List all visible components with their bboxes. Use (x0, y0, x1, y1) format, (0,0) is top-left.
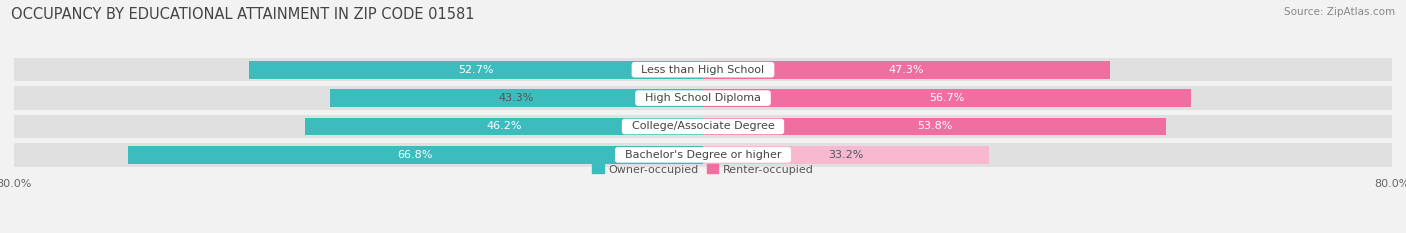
Text: 43.3%: 43.3% (499, 93, 534, 103)
Bar (14, 86, 703, 110)
Bar (703, 86, 1392, 110)
Text: 47.3%: 47.3% (889, 65, 924, 75)
Bar (703, 118, 1167, 135)
Bar (703, 146, 988, 164)
Bar (14, 58, 703, 81)
Bar (703, 89, 1191, 107)
Bar (703, 86, 1392, 110)
Text: 33.2%: 33.2% (828, 150, 863, 160)
Bar (128, 146, 703, 164)
Bar (249, 61, 703, 79)
Bar (14, 143, 703, 167)
Bar (14, 58, 703, 81)
Text: Bachelor's Degree or higher: Bachelor's Degree or higher (617, 150, 789, 160)
Legend: Owner-occupied, Renter-occupied: Owner-occupied, Renter-occupied (588, 160, 818, 179)
Bar (703, 143, 1392, 167)
Bar (14, 143, 703, 167)
Bar (703, 61, 1111, 79)
Bar (703, 143, 1392, 167)
Bar (703, 58, 1392, 81)
Bar (14, 86, 703, 110)
Bar (14, 115, 703, 138)
Text: 46.2%: 46.2% (486, 121, 522, 131)
Text: 52.7%: 52.7% (458, 65, 494, 75)
Text: 53.8%: 53.8% (917, 121, 952, 131)
Bar (330, 89, 703, 107)
Text: College/Associate Degree: College/Associate Degree (624, 121, 782, 131)
Text: 56.7%: 56.7% (929, 93, 965, 103)
Bar (703, 115, 1392, 138)
Text: Less than High School: Less than High School (634, 65, 772, 75)
Bar (305, 118, 703, 135)
Text: Source: ZipAtlas.com: Source: ZipAtlas.com (1284, 7, 1395, 17)
Text: 66.8%: 66.8% (398, 150, 433, 160)
Bar (703, 58, 1392, 81)
Text: OCCUPANCY BY EDUCATIONAL ATTAINMENT IN ZIP CODE 01581: OCCUPANCY BY EDUCATIONAL ATTAINMENT IN Z… (11, 7, 475, 22)
Bar (14, 115, 703, 138)
Bar (703, 115, 1392, 138)
Text: High School Diploma: High School Diploma (638, 93, 768, 103)
